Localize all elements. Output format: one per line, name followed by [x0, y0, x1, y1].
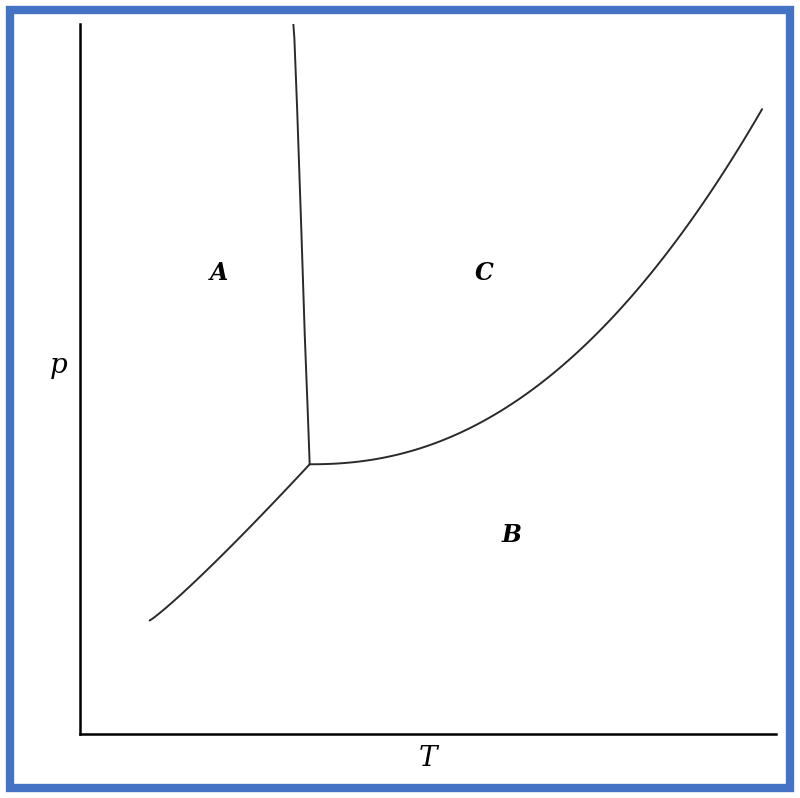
Y-axis label: p: p — [50, 352, 68, 379]
X-axis label: T: T — [418, 745, 438, 772]
Text: C: C — [474, 260, 493, 285]
Text: A: A — [210, 260, 228, 285]
Text: B: B — [502, 523, 522, 547]
